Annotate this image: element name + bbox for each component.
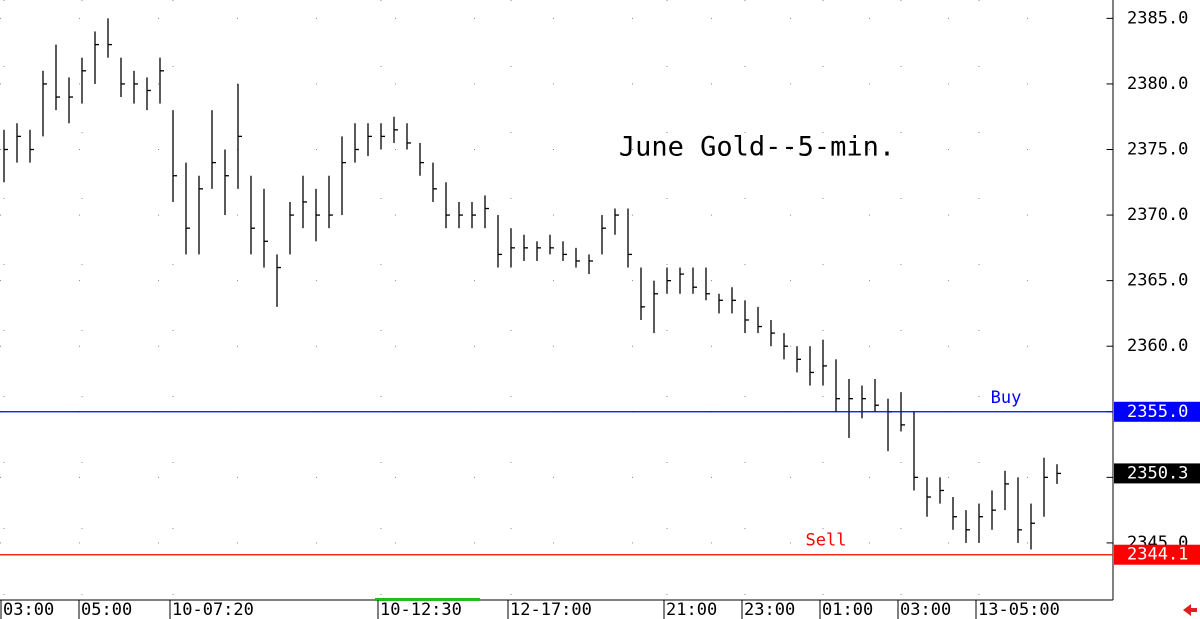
y-tick-label: 2375.0 [1127,140,1188,160]
x-tick-label: 10-07:20 [172,600,254,619]
scroll-arrow[interactable] [1183,604,1197,616]
level-box [1114,401,1200,422]
x-tick-label: 05:00 [81,600,132,619]
level-name: Sell [806,531,847,551]
level-name: Buy [991,388,1022,408]
x-tick-label: 01:00 [822,600,873,619]
x-tick-label: 23:00 [744,600,795,619]
y-tick-label: 2370.0 [1127,205,1188,225]
session-marker [375,598,480,601]
level-box [1114,544,1200,565]
level-value: 2355.0 [1127,402,1188,422]
x-tick-label: 10-12:30 [380,600,462,619]
last-price-box [1114,463,1200,484]
chart-title: June Gold--5-min. [619,132,895,163]
y-tick-label: 2385.0 [1127,8,1188,28]
x-tick-label: 03:00 [900,600,951,619]
x-tick-label: 03:00 [3,600,54,619]
x-tick-label: 21:00 [666,600,717,619]
y-tick-label: 2365.0 [1127,271,1188,291]
x-tick-label: 13-05:00 [978,600,1060,619]
last-price: 2350.3 [1127,463,1188,483]
y-tick-label: 2360.0 [1127,336,1188,356]
y-tick-label: 2380.0 [1127,74,1188,94]
x-tick-label: 12-17:00 [510,600,592,619]
level-value: 2344.1 [1127,545,1188,565]
